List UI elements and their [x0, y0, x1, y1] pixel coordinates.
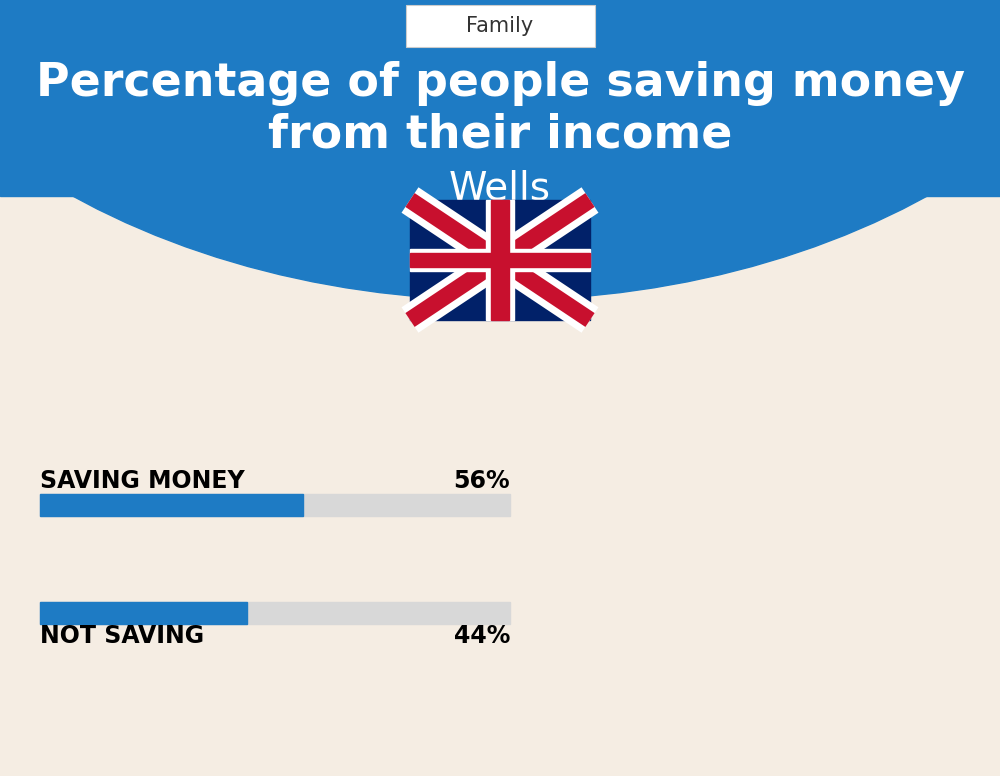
Ellipse shape — [0, 0, 1000, 300]
Bar — [40, 602, 510, 624]
Bar — [486, 200, 514, 320]
Bar — [410, 200, 590, 320]
Text: NOT SAVING: NOT SAVING — [40, 624, 204, 648]
Bar — [491, 200, 509, 320]
Text: from their income: from their income — [268, 113, 732, 158]
FancyBboxPatch shape — [406, 5, 594, 47]
Text: 56%: 56% — [453, 469, 510, 493]
Text: Wells: Wells — [449, 169, 551, 207]
Text: Percentage of people saving money: Percentage of people saving money — [36, 61, 964, 106]
Text: Family: Family — [466, 16, 534, 36]
Bar — [410, 249, 590, 271]
Bar — [410, 253, 590, 267]
Bar — [0, 0, 1000, 196]
Bar — [40, 494, 303, 516]
Text: 44%: 44% — [454, 624, 510, 648]
Text: SAVING MONEY: SAVING MONEY — [40, 469, 245, 493]
Bar — [40, 602, 247, 624]
Bar — [40, 494, 510, 516]
